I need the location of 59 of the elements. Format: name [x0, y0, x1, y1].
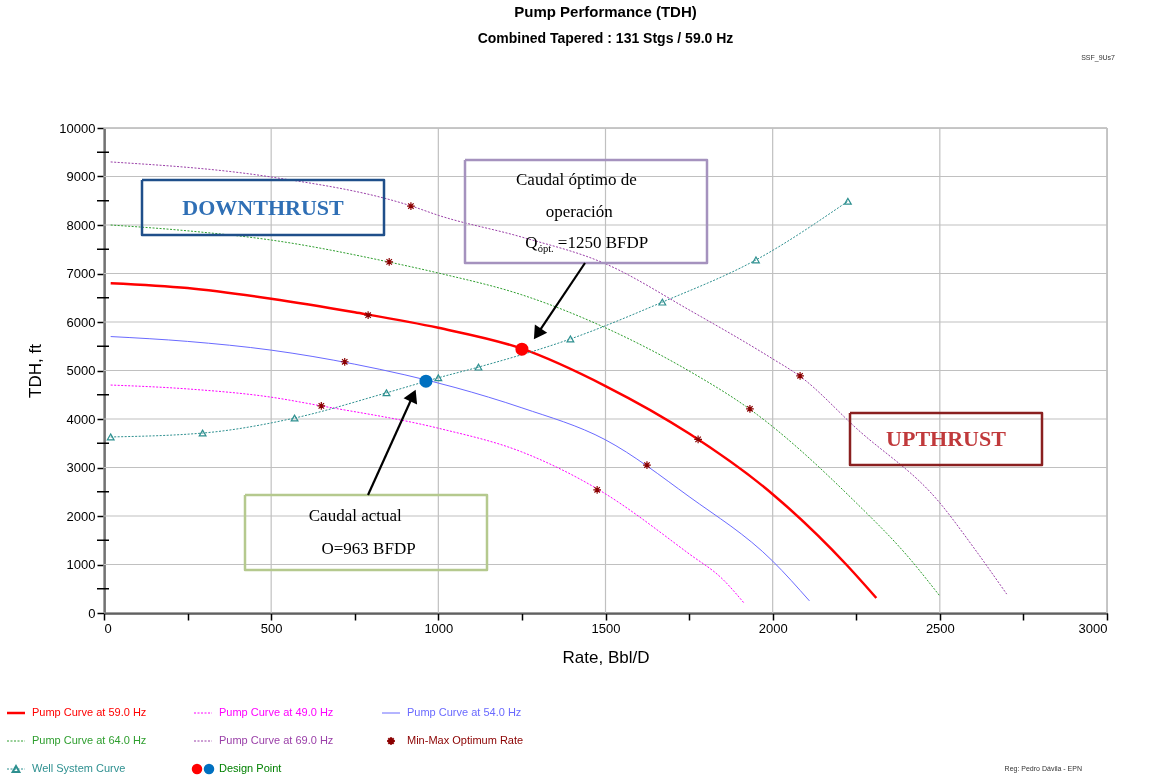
point [406, 201, 416, 211]
y-tick-label: 3000 [66, 460, 96, 475]
y-axis-title: TDH, ft [26, 343, 46, 398]
point [419, 374, 433, 388]
y-tick-label: 8000 [66, 217, 96, 233]
point [290, 414, 299, 422]
y-tick-label: 5000 [66, 363, 96, 378]
y-tick-label: 9000 [66, 169, 96, 184]
point [515, 342, 529, 356]
line-series [109, 281, 878, 600]
point [434, 374, 443, 382]
x-tick-label: 1000 [424, 620, 454, 636]
line-series [110, 336, 810, 602]
legend-label: Well System Curve [32, 762, 126, 774]
legend-label: Min-Max Optimum Rate [407, 734, 524, 746]
y-tick-label: 10000 [59, 120, 96, 136]
legend-label: Pump Curve at 54.0 Hz [407, 706, 522, 718]
point [843, 197, 852, 205]
point [566, 335, 575, 343]
x-tick-label: 1500 [591, 620, 621, 636]
legend-label: Pump Curve at 69.0 Hz [219, 734, 334, 746]
x-tick-label: 500 [260, 620, 283, 636]
x-tick-label: 2500 [925, 620, 955, 636]
point [658, 298, 667, 306]
line-series [110, 384, 745, 604]
y-tick-label: 7000 [66, 266, 96, 281]
y-tick-label: 6000 [66, 314, 96, 330]
legend-label: Design Point [219, 762, 282, 774]
point [752, 256, 760, 264]
point [384, 257, 394, 267]
point [106, 433, 115, 441]
point [363, 310, 373, 320]
point [745, 404, 755, 414]
annotation: Caudal actual O=963 BFDP [308, 506, 416, 558]
y-tick-label: 2000 [66, 508, 96, 524]
legend-label: Pump Curve at 49.0 Hz [219, 706, 334, 718]
annotation: DOWNTHRUST [182, 194, 344, 220]
point [474, 363, 483, 371]
point [795, 371, 805, 381]
y-tick-label: 4000 [66, 411, 96, 427]
point [693, 434, 703, 444]
x-axis-title: Rate, Bbl/D [562, 647, 650, 667]
point [382, 389, 391, 397]
chart-subtitle: Combined Tapered : 131 Stgs / 59.0 Hz [477, 30, 734, 46]
point [340, 357, 350, 367]
chart-title: Pump Performance (TDH) [514, 3, 697, 20]
line-series [110, 161, 1008, 595]
point [592, 485, 602, 495]
x-tick-label: 2000 [758, 620, 788, 636]
x-tick-label: 0 [104, 620, 112, 636]
legend-label: Pump Curve at 64.0 Hz [32, 734, 147, 746]
x-tick-label: 3000 [1078, 620, 1108, 636]
annotation: UPTHRUST [886, 426, 1007, 451]
y-tick-label: 0 [88, 605, 96, 621]
legend-label: Pump Curve at 59.0 Hz [32, 706, 147, 718]
point [198, 429, 207, 437]
point [642, 460, 652, 470]
y-tick-label: 1000 [66, 557, 96, 572]
point [316, 401, 326, 411]
